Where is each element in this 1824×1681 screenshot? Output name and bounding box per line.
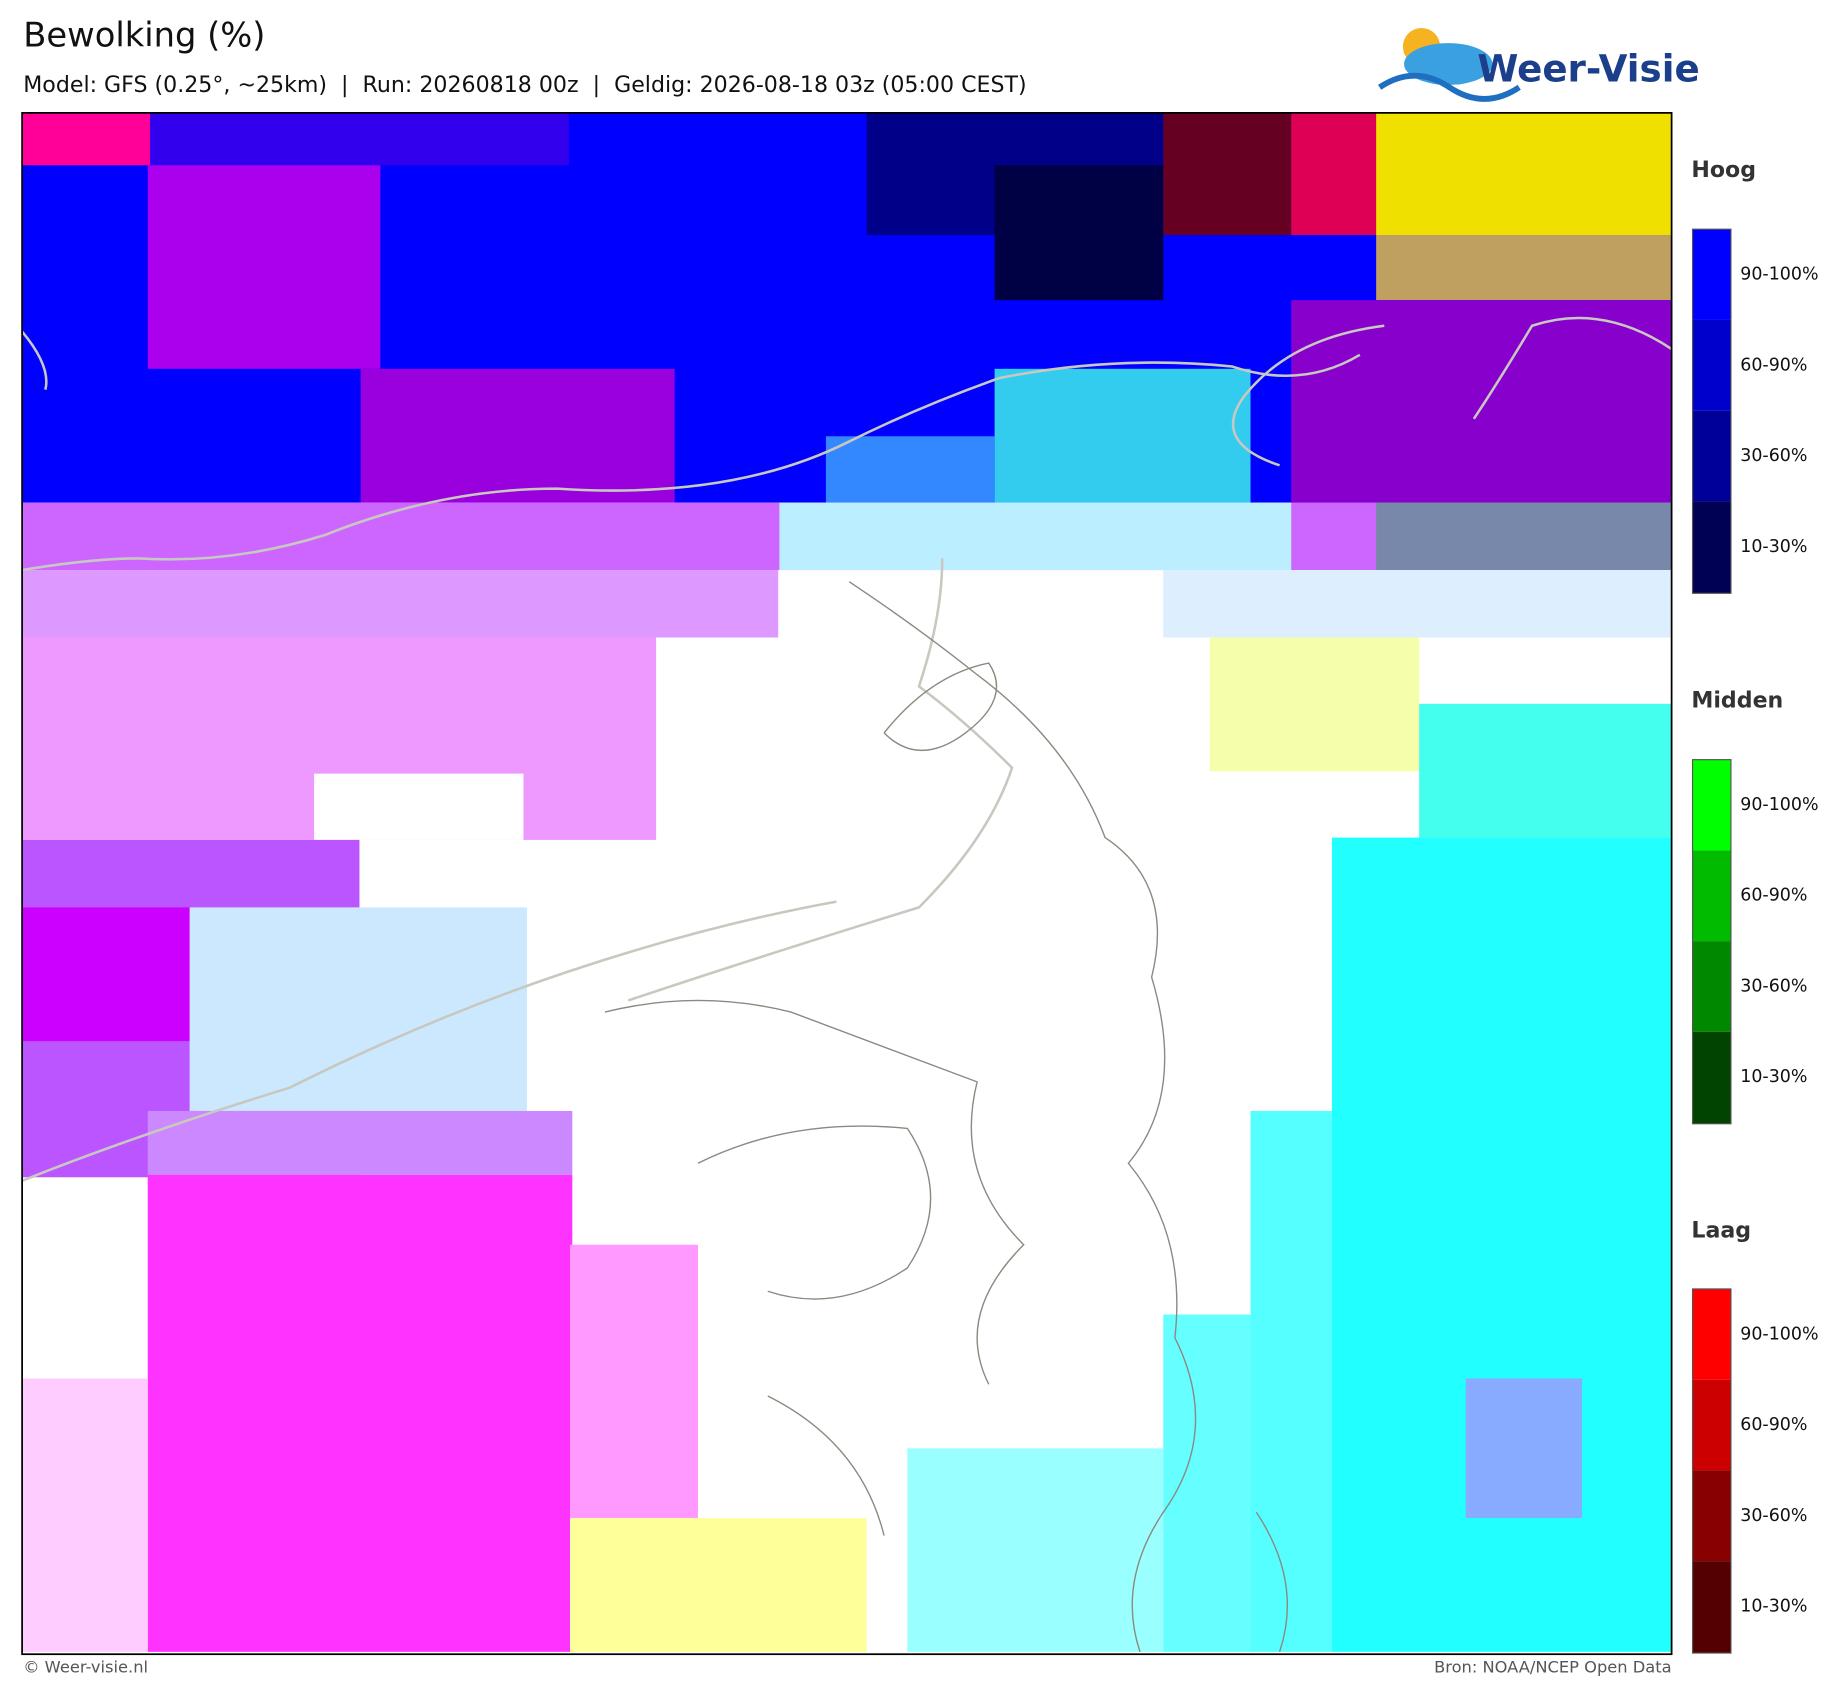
legend-label: 10-30% <box>1740 1597 1807 1617</box>
map <box>21 112 1673 1656</box>
legend-label: 10-30% <box>1740 537 1807 557</box>
legend-title: Laag <box>1691 1218 1751 1244</box>
legend-label: 90-100% <box>1740 265 1818 285</box>
logo: Weer-Visie <box>1378 27 1700 102</box>
legend-label: 90-100% <box>1740 1324 1818 1344</box>
legend-label: 60-90% <box>1740 1415 1807 1435</box>
title: Bewolking (%) <box>23 16 265 55</box>
legend-title: Midden <box>1691 687 1783 713</box>
legend-label: 30-60% <box>1740 1506 1807 1526</box>
footer-left: © Weer-visie.nl <box>23 1658 148 1677</box>
legend-label: 60-90% <box>1740 355 1807 375</box>
legend: Hoog 90-100% 60-90% 30-60% 10-30% Midden… <box>1691 157 1819 1654</box>
subtitle: Model: GFS (0.25°, ~25km) | Run: 2026081… <box>23 72 1026 98</box>
legend-title: Hoog <box>1691 157 1756 183</box>
legend-label: 10-30% <box>1740 1067 1807 1087</box>
logo-text: Weer-Visie <box>1477 46 1699 90</box>
legend-label: 30-60% <box>1740 446 1807 466</box>
legend-label: 60-90% <box>1740 886 1807 906</box>
legend-label: 30-60% <box>1740 976 1807 996</box>
footer-right: Bron: NOAA/NCEP Open Data <box>1434 1658 1672 1677</box>
legend-label: 90-100% <box>1740 795 1818 815</box>
